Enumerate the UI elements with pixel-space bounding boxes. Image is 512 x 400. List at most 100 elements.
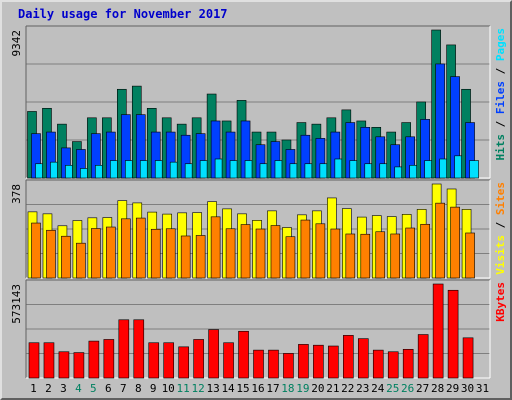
legend-sites: Sites — [494, 182, 507, 215]
sites-bar-day-20 — [315, 223, 326, 279]
sites-bar-day-16 — [255, 228, 266, 279]
kbytes-bar-day-15 — [238, 330, 249, 379]
sites-bar-day-9 — [150, 228, 161, 279]
legend-files: Files — [494, 81, 507, 114]
sites-bar-day-21 — [330, 228, 341, 279]
sites-bar-day-7 — [121, 218, 131, 279]
sites-bar-day-23 — [360, 233, 371, 279]
kbytes-bar-day-29 — [447, 289, 459, 379]
kbytes-bar-day-26 — [402, 348, 414, 379]
kbytes-bar-day-19 — [298, 344, 309, 379]
kbytes-max-label: 573143 — [10, 284, 23, 324]
x-tick-label-day-23: 23 — [356, 382, 369, 395]
kbytes-bar-day-25 — [387, 351, 399, 379]
legend-hits: Hits — [494, 134, 507, 161]
x-axis-day-labels: 1 2 3 4 5 6 7 8 9 10 11 12 13 14 15 16 17 18 19 20 21 22 23 24 2… — [30, 382, 489, 395]
sites-bar-day-28 — [435, 202, 445, 279]
x-tick-label-day-8: 8 — [135, 382, 142, 395]
x-tick-label-day-12: 12 — [192, 382, 205, 395]
x-tick-label-day-31: 31 — [476, 382, 489, 395]
sites-bar-day-8 — [135, 217, 146, 279]
x-tick-label-day-20: 20 — [311, 382, 324, 395]
kbytes-bar-day-10 — [163, 342, 175, 379]
kbytes-bar-day-11 — [178, 346, 189, 379]
kbytes-bar-day-13 — [208, 329, 219, 379]
kbytes-bar-day-30 — [462, 337, 474, 379]
x-tick-label-day-21: 21 — [326, 382, 339, 395]
x-tick-label-day-5: 5 — [90, 382, 97, 395]
sites-bar-day-19 — [300, 219, 311, 279]
sites-bar-day-24 — [375, 231, 386, 279]
sites-bar-day-6 — [106, 226, 116, 279]
kbytes-bar-day-7 — [118, 319, 130, 379]
x-tick-label-day-19: 19 — [296, 382, 309, 395]
kbytes-bar-day-16 — [253, 349, 264, 379]
hits-files-pages-legend-separator: / — [494, 61, 507, 81]
x-tick-label-day-2: 2 — [45, 382, 52, 395]
hits-files-pages-legend: Hits / Files / Pages — [494, 28, 507, 161]
kbytes-bar-day-6 — [103, 339, 115, 379]
kbytes-bar-day-8 — [133, 319, 145, 379]
x-tick-label-day-6: 6 — [105, 382, 112, 395]
x-tick-label-day-4: 4 — [75, 382, 82, 395]
x-tick-label-day-26: 26 — [401, 382, 414, 395]
visits-sites-max-label: 378 — [10, 184, 23, 204]
sites-bar-day-10 — [165, 228, 176, 279]
sites-bar-day-25 — [390, 233, 401, 279]
chart-title: Daily usage for November 2017 — [18, 7, 228, 21]
x-tick-label-day-9: 9 — [150, 382, 157, 395]
x-tick-label-day-7: 7 — [120, 382, 127, 395]
chart-panels: 9342 Hits / Files / Pages 378 Visits / Site… — [10, 25, 507, 379]
legend-pages: Pages — [494, 28, 507, 61]
x-tick-label-day-15: 15 — [236, 382, 249, 395]
x-tick-label-day-25: 25 — [386, 382, 399, 395]
kbytes-bar-day-22 — [343, 335, 354, 379]
sites-bar-day-12 — [195, 235, 206, 279]
kbytes-bar-day-20 — [313, 344, 324, 379]
x-tick-label-day-18: 18 — [281, 382, 294, 395]
x-tick-label-day-3: 3 — [60, 382, 67, 395]
kbytes-bar-day-4 — [73, 352, 85, 379]
x-tick-label-day-16: 16 — [251, 382, 264, 395]
sites-bar-day-22 — [345, 233, 356, 279]
sites-bar-day-1 — [31, 222, 41, 279]
sites-bar-day-17 — [270, 225, 281, 279]
sites-bar-day-15 — [240, 224, 251, 279]
x-tick-label-day-27: 27 — [416, 382, 429, 395]
x-tick-label-day-13: 13 — [206, 382, 219, 395]
sites-bar-day-11 — [180, 235, 191, 279]
x-tick-label-day-22: 22 — [341, 382, 354, 395]
kbytes-bar-day-21 — [328, 345, 339, 379]
x-tick-label-day-24: 24 — [371, 382, 385, 395]
visits-sites-legend: Visits / Sites — [494, 182, 507, 275]
sites-bar-day-26 — [405, 227, 415, 279]
x-tick-label-day-17: 17 — [266, 382, 279, 395]
x-tick-label-day-30: 30 — [461, 382, 474, 395]
legend-visits: Visits — [494, 235, 507, 275]
pages-bar-day-30 — [469, 160, 479, 179]
kbytes-bar-day-24 — [372, 349, 384, 379]
hits-files-pages-max-label: 9342 — [10, 30, 23, 57]
sites-bar-day-2 — [46, 229, 56, 279]
sites-bar-day-14 — [225, 228, 236, 279]
legend-kbytes: KBytes — [494, 282, 507, 322]
kbytes-bar-day-27 — [417, 334, 429, 379]
kbytes-bar-day-5 — [88, 340, 100, 379]
kbytes-bar-day-28 — [432, 283, 444, 379]
kbytes-bar-day-1 — [28, 342, 40, 379]
kbytes-panel: 573143 KBytes — [10, 279, 507, 379]
x-tick-label-day-10: 10 — [162, 382, 175, 395]
x-tick-label-day-29: 29 — [446, 382, 459, 395]
x-tick-label-day-1: 1 — [30, 382, 37, 395]
sites-bar-day-3 — [61, 235, 71, 279]
kbytes-bar-day-23 — [357, 338, 369, 379]
sites-bar-day-27 — [420, 223, 430, 279]
kbytes-bar-day-3 — [58, 351, 70, 379]
sites-bar-day-18 — [285, 236, 296, 279]
x-tick-label-day-14: 14 — [221, 382, 235, 395]
kbytes-bar-day-17 — [268, 349, 279, 379]
kbytes-bar-day-14 — [223, 342, 234, 379]
visits-sites-legend-separator: / — [494, 215, 507, 235]
visits-sites-panel: 378 Visits / Sites — [10, 179, 507, 279]
sites-bar-day-30 — [465, 232, 475, 279]
